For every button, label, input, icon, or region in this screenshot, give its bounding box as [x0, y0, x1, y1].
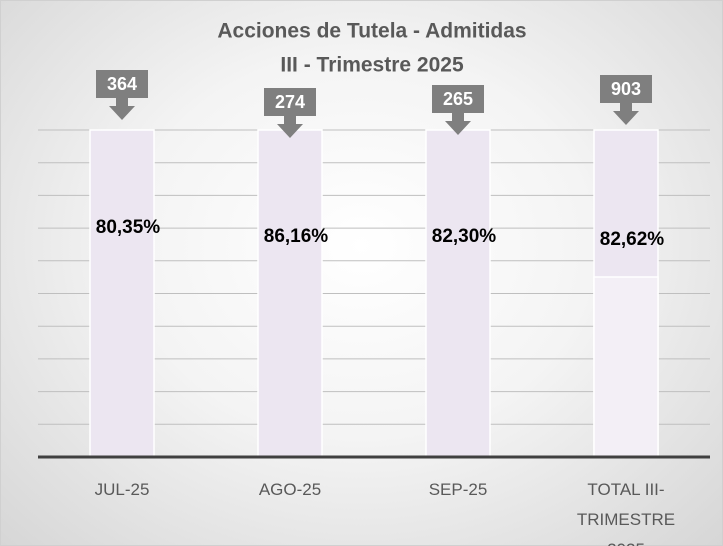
callout-arrow [277, 116, 303, 138]
bar [89, 129, 155, 458]
x-tick-label: JUL-25 [94, 480, 150, 499]
callout-box [432, 85, 484, 113]
callout-arrow [613, 103, 639, 125]
chart-title: Acciones de Tutela - Admitidas [217, 20, 526, 43]
x-tick-label: AGO-25 [258, 480, 322, 499]
data-label: 265 [443, 89, 473, 109]
percent-label: 82,30% [432, 226, 497, 247]
data-label: 274 [275, 92, 305, 112]
chart-subtitle: III - Trimestre 2025 [280, 54, 464, 77]
bar [425, 129, 491, 458]
callout-arrow [445, 113, 471, 135]
percent-label: 86,16% [264, 226, 329, 247]
data-label: 903 [611, 79, 641, 99]
callout-box [96, 70, 148, 98]
bar-lower [593, 276, 659, 458]
percent-label: 82,62% [600, 229, 665, 250]
x-tick-label: SEP-25 [428, 480, 488, 499]
callout-box [264, 88, 316, 116]
x-tick-label: TOTAL III-TRIMESTRE 2025 [576, 480, 676, 546]
data-label: 364 [107, 74, 137, 94]
callout-box [600, 75, 652, 103]
bar [257, 129, 323, 458]
callout-arrow [109, 98, 135, 120]
percent-label: 80,35% [96, 217, 161, 238]
